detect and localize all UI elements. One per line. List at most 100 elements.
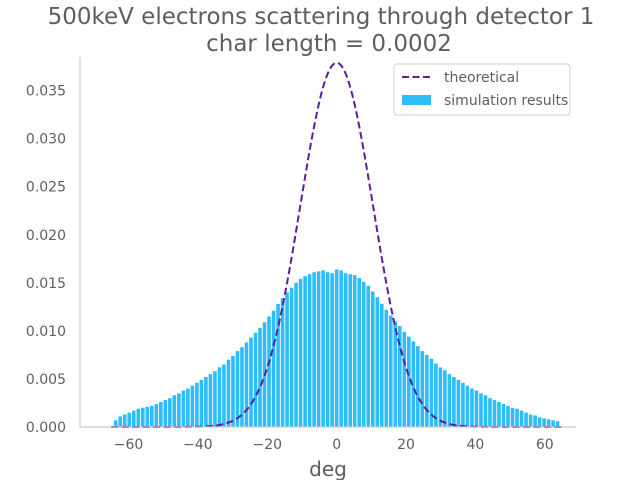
histogram-bar [361,281,366,427]
y-tick-label: 0.020 [26,228,66,244]
histogram-bar [195,382,199,427]
histogram-bar [204,377,208,427]
histogram-bar [452,377,456,427]
histogram-bar [542,418,546,427]
histogram-bar [393,321,398,427]
y-tick-label: 0.015 [26,276,66,292]
histogram-bar [118,416,123,427]
histogram-bar [217,367,222,427]
histogram-bar [253,332,258,427]
histogram-bar [325,272,330,427]
histogram-bar [375,297,380,427]
legend: theoretical simulation results [393,63,571,116]
histogram-bar [411,341,416,427]
histogram-bar [321,270,325,427]
chart-title-line-1: 500keV electrons scattering through dete… [48,4,595,30]
histogram-bar [186,388,190,427]
histogram-bar [330,273,334,427]
histogram-bar [470,388,474,427]
x-tick-label: −60 [114,437,144,453]
chart-title-line-2: char length = 0.0002 [206,31,452,57]
legend-simulation-swatch [402,95,431,105]
histogram-bar [267,316,271,427]
histogram-bar [303,276,307,427]
histogram-bar [168,398,172,427]
histogram-bar [497,402,501,427]
legend-frame [393,63,571,116]
histogram-bar [370,291,375,427]
x-tick-label: 60 [536,437,554,453]
histogram-bar [127,412,132,427]
histogram-bar [154,403,159,427]
histogram-bar [190,385,195,427]
histogram-bar [352,275,357,427]
histogram-bar [397,326,402,427]
histogram-bar [456,379,461,427]
histogram-bar [136,408,141,427]
histogram-bar [537,417,542,427]
histogram-bar [357,278,362,427]
histogram-bar [339,270,343,427]
histogram-bar [249,337,253,427]
histogram-bar [280,298,285,427]
histogram-bar [388,315,393,427]
histogram-bar [420,351,425,427]
histogram-bar [434,363,438,427]
histogram-bar [348,274,352,427]
histogram-bar [208,374,213,427]
histogram-bar [163,400,168,427]
histogram-bar [533,415,537,427]
x-tick-label: −20 [253,437,283,453]
histogram-bar [285,292,289,427]
histogram-bar [492,400,497,427]
histogram-bar [312,272,316,427]
histogram-bar [524,412,528,427]
histogram-bar [149,405,154,427]
x-axis-ticks: −60 −40 −20 0 20 40 60 [114,437,554,453]
histogram-bar [222,364,226,427]
x-tick-label: −40 [183,437,213,453]
histogram-bar [519,410,524,427]
histogram-bar [438,367,443,427]
histogram-bar [235,351,240,427]
histogram-bar [488,398,492,427]
histogram-bar [140,407,145,427]
y-tick-label: 0.025 [26,180,66,196]
histogram-bar [479,393,483,427]
histogram-bar [240,347,244,427]
histogram-bar [447,374,452,427]
histogram-bar [172,395,177,427]
y-axis-ticks: 0.000 0.005 0.010 0.015 0.020 0.025 0.030 0.035 [26,84,66,436]
y-tick-label: 0.030 [26,132,66,148]
x-tick-label: 40 [466,437,484,453]
histogram-bar [551,420,555,427]
histogram-bar [159,402,163,427]
y-tick-label: 0.000 [26,420,66,436]
histogram-bar [334,269,339,427]
y-tick-label: 0.010 [26,324,66,340]
y-tick-label: 0.005 [26,372,66,388]
histogram-bar [379,303,384,427]
histogram-bar [213,371,217,427]
histogram-bar [289,287,294,427]
histogram-bar [316,271,321,427]
histogram-bar [515,408,519,427]
histogram-bar [122,414,127,427]
x-axis-label: deg [309,457,347,480]
histogram-bar [226,359,231,427]
histogram-bar [177,393,181,427]
histogram-bar [506,405,510,427]
histogram-bar [528,414,533,427]
x-tick-label: 0 [332,437,341,453]
histogram-bar [199,379,204,427]
histogram-bars [113,269,560,427]
histogram-bar [276,303,280,427]
histogram-bar [510,407,515,427]
histogram-bar [461,382,465,427]
legend-simulation-label: simulation results [444,93,568,109]
histogram-bar [113,420,118,427]
histogram-bar [145,406,150,427]
histogram-bar [555,421,560,427]
histogram-bar [429,358,434,427]
x-tick-label: 20 [397,437,415,453]
